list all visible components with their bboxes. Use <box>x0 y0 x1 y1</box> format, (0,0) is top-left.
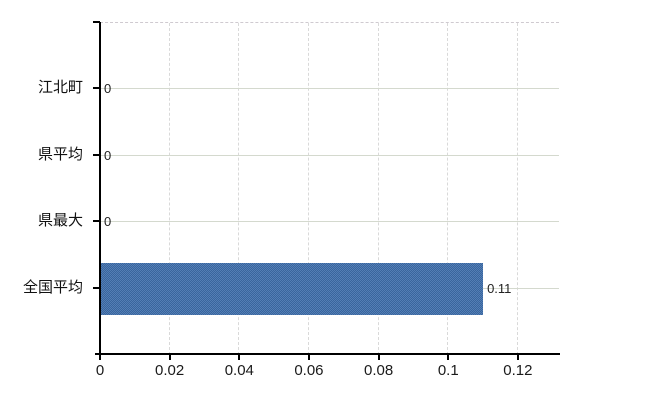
y-axis-tick <box>93 153 100 156</box>
y-axis-line <box>99 22 101 354</box>
x-axis-tick <box>168 355 171 360</box>
x-tick-label: 0.1 <box>437 362 459 379</box>
y-axis-tick <box>93 286 100 289</box>
category-label: 県最大 <box>37 212 83 230</box>
value-label: 0 <box>104 147 112 163</box>
value-label: 0 <box>104 214 112 230</box>
vertical-gridline <box>307 23 309 355</box>
x-axis-tick <box>516 355 519 360</box>
category-label: 全国平均 <box>22 278 83 296</box>
x-tick-label: 0.12 <box>503 362 533 379</box>
x-tick-label: 0.02 <box>155 362 185 379</box>
vertical-gridline <box>447 23 449 355</box>
x-tick-label: 0.04 <box>224 362 254 379</box>
x-tick-label: 0 <box>95 362 105 379</box>
category-label: 江北町 <box>37 79 83 97</box>
x-axis-line <box>95 353 560 355</box>
plot-area: 0 0 0 0.11 <box>100 22 559 355</box>
x-axis-tick <box>238 355 241 360</box>
bar <box>100 262 484 315</box>
horizontal-gridline <box>100 154 559 156</box>
value-label: 0.11 <box>487 280 512 296</box>
x-axis-tick <box>307 355 310 360</box>
x-tick-label: 0.08 <box>363 362 394 379</box>
vertical-gridline <box>238 23 240 355</box>
y-axis-tick <box>93 87 100 90</box>
vertical-gridline <box>377 23 379 355</box>
y-axis-tick <box>93 220 100 223</box>
vertical-gridline <box>516 23 518 355</box>
vertical-gridline <box>168 23 170 355</box>
value-label: 0 <box>104 81 112 97</box>
x-axis-tick <box>447 355 450 360</box>
x-tick-label: 0.06 <box>294 362 324 379</box>
y-axis-tick <box>93 21 100 23</box>
horizontal-gridline <box>100 221 559 223</box>
x-axis-tick <box>99 355 101 360</box>
x-axis-tick <box>377 355 380 360</box>
category-label: 県平均 <box>37 145 83 163</box>
horizontal-gridline <box>100 88 559 90</box>
